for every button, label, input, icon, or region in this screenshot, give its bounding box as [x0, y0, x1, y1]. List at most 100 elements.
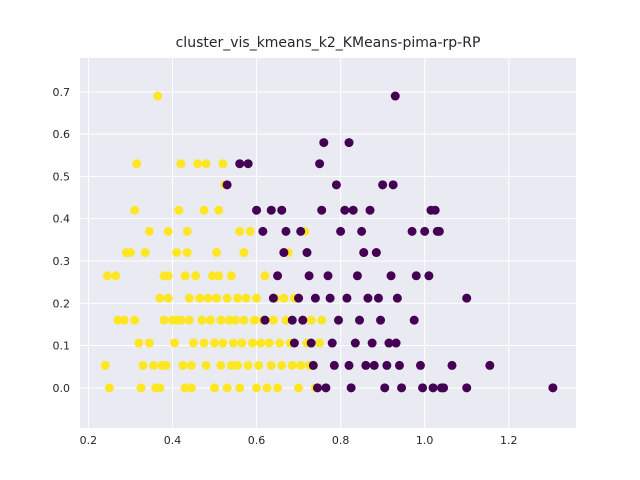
data-point: [279, 293, 289, 303]
y-tick-label: 0.1: [53, 340, 71, 353]
data-point: [134, 338, 144, 348]
data-point: [132, 159, 142, 169]
data-point: [392, 293, 402, 303]
data-point: [214, 271, 224, 281]
data-point: [266, 360, 276, 370]
y-tick-label: 0.3: [53, 255, 71, 268]
data-point: [325, 293, 335, 303]
data-point: [210, 383, 220, 393]
data-point: [391, 338, 401, 348]
data-point: [420, 226, 430, 236]
data-point: [235, 159, 245, 169]
data-point: [317, 315, 327, 325]
data-point: [430, 205, 440, 215]
data-point: [485, 360, 495, 370]
data-point: [239, 315, 249, 325]
data-point: [144, 226, 154, 236]
data-point: [102, 271, 112, 281]
data-point: [315, 159, 325, 169]
y-tick-label: 0.7: [53, 86, 71, 99]
data-point: [289, 338, 299, 348]
data-point: [275, 338, 285, 348]
data-point: [243, 159, 253, 169]
data-points: [100, 91, 558, 393]
data-point: [239, 248, 249, 258]
data-point: [182, 226, 192, 236]
data-point: [277, 360, 287, 370]
data-point: [231, 315, 241, 325]
data-point: [273, 383, 283, 393]
data-point: [306, 315, 316, 325]
data-point: [113, 315, 123, 325]
data-point: [548, 383, 558, 393]
data-point: [296, 226, 306, 236]
data-point: [176, 315, 186, 325]
data-point: [163, 271, 173, 281]
data-point: [378, 180, 388, 190]
x-tick-label: 0.6: [248, 434, 266, 447]
data-point: [201, 360, 211, 370]
data-point: [434, 226, 444, 236]
data-point: [298, 315, 308, 325]
data-point: [252, 205, 262, 215]
y-tick-label: 0.4: [53, 213, 71, 226]
data-point: [197, 315, 207, 325]
data-point: [237, 338, 247, 348]
data-point: [296, 360, 306, 370]
data-point: [186, 383, 196, 393]
data-point: [323, 271, 333, 281]
data-point: [388, 180, 398, 190]
y-tick-label: 0.6: [53, 128, 71, 141]
x-tick-label: 0.4: [164, 434, 182, 447]
data-point: [184, 293, 194, 303]
data-point: [205, 315, 215, 325]
data-point: [262, 383, 272, 393]
data-point: [424, 271, 434, 281]
data-point: [180, 383, 190, 393]
data-point: [369, 360, 379, 370]
data-point: [214, 205, 224, 215]
data-point: [191, 271, 201, 281]
data-point: [252, 293, 262, 303]
data-point: [344, 360, 354, 370]
data-point: [247, 338, 257, 348]
data-point: [222, 180, 232, 190]
data-point: [359, 248, 369, 258]
data-point: [203, 293, 213, 303]
data-point: [182, 248, 192, 258]
data-point: [163, 226, 173, 236]
data-point: [390, 91, 400, 101]
data-point: [315, 338, 325, 348]
data-point: [319, 138, 329, 148]
data-point: [252, 383, 262, 393]
grid-lines: [80, 58, 576, 428]
data-point: [331, 180, 341, 190]
data-point: [243, 360, 253, 370]
data-point: [287, 315, 297, 325]
data-point: [163, 293, 173, 303]
data-point: [176, 159, 186, 169]
data-point: [397, 383, 407, 393]
data-point: [119, 315, 129, 325]
data-point: [186, 360, 196, 370]
data-point: [212, 248, 222, 258]
data-point: [346, 383, 356, 393]
data-point: [264, 338, 274, 348]
data-point: [130, 205, 140, 215]
data-point: [268, 315, 278, 325]
data-point: [317, 205, 327, 215]
chart-title: cluster_vis_kmeans_k2_KMeans-pima-rp-RP: [176, 35, 481, 51]
data-point: [302, 248, 312, 258]
data-point: [218, 338, 228, 348]
data-point: [365, 205, 375, 215]
data-point: [140, 248, 150, 258]
data-point: [100, 360, 110, 370]
data-point: [218, 159, 228, 169]
data-point: [415, 360, 425, 370]
data-point: [294, 293, 304, 303]
data-point: [104, 383, 114, 393]
data-point: [411, 271, 421, 281]
data-point: [155, 293, 165, 303]
data-point: [308, 360, 318, 370]
data-point: [235, 383, 245, 393]
